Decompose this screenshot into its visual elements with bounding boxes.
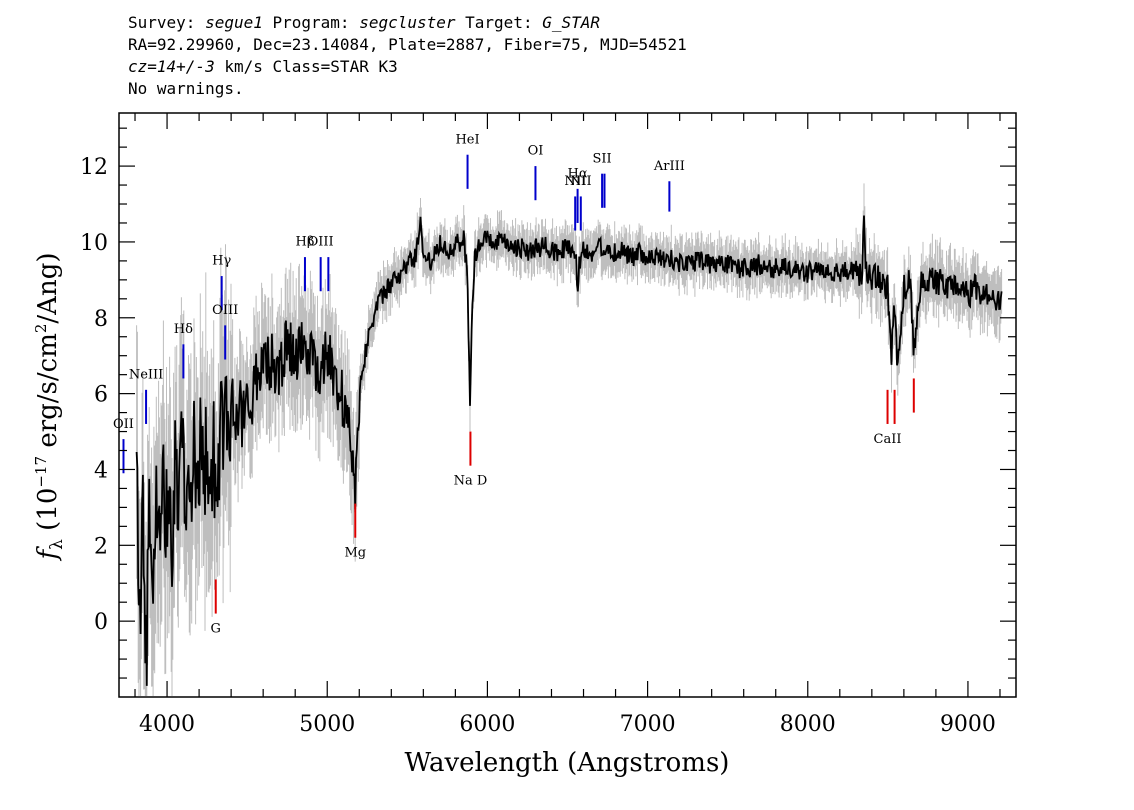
y-tick-label: 6	[94, 383, 108, 408]
x-tick-label: 5000	[299, 712, 355, 737]
absorption-line-label: Mg	[344, 546, 366, 561]
emission-line-label: Hα	[568, 166, 588, 181]
x-tick-label: 6000	[459, 712, 515, 737]
emission-line-label: OII	[113, 417, 134, 432]
y-tick-label: 4	[94, 458, 108, 483]
y-tick-label: 2	[94, 534, 108, 559]
emission-line-label: SII	[593, 151, 612, 166]
emission-line-label: OI	[528, 144, 544, 159]
spectrum-header: Survey: segue1 Program: segcluster Targe…	[128, 12, 687, 100]
redshift-value: cz=14+/-3	[128, 57, 215, 76]
emission-line-label: HeI	[455, 132, 479, 147]
y-axis-title-sub: λ	[47, 539, 67, 550]
y-tick-label: 0	[94, 610, 108, 635]
emission-line-label: NII	[564, 174, 586, 189]
y-axis-title-exp2: 2	[32, 324, 50, 334]
program-label: Program:	[262, 13, 360, 32]
y-axis-title-exp: −17	[32, 456, 50, 488]
header-redshift-line: cz=14+/-3 km/s Class=STAR K3	[128, 56, 687, 78]
y-axis-title-close: /Ang)	[33, 253, 63, 324]
survey-value: segue1	[205, 13, 263, 32]
spectrum-line	[135, 215, 1003, 686]
absorption-line-label: G	[211, 622, 221, 637]
x-axis-title: Wavelength (Angstroms)	[405, 748, 730, 778]
spectrum-layer	[135, 215, 1003, 686]
class-value: km/s Class=STAR K3	[214, 57, 398, 76]
header-survey-line: Survey: segue1 Program: segcluster Targe…	[128, 12, 687, 34]
line-markers: OIINeIIIHδHγOIIIHβOIIIHeIOINIIHαNIISIIAr…	[113, 132, 915, 637]
target-value: G_STAR	[542, 13, 601, 32]
emission-line-label: NII	[570, 174, 592, 189]
plot-frame	[118, 112, 1017, 698]
absorption-line-label: CaII	[874, 432, 902, 447]
emission-line-label: Hδ	[174, 322, 193, 337]
emission-line-label: OIII	[212, 303, 238, 318]
header-coordinates-line: RA=92.29960, Dec=23.14084, Plate=2887, F…	[128, 35, 687, 54]
y-axis-title: fλ (10−17 erg/s/cm2/Ang)	[32, 253, 67, 562]
error-band	[136, 183, 1003, 696]
error-band-path	[136, 183, 1003, 696]
y-tick-label: 8	[94, 307, 108, 332]
y-tick-label: 10	[80, 231, 108, 256]
y-axis-title-mid: erg/s/cm	[33, 333, 63, 456]
absorption-line-label: Na D	[454, 474, 488, 489]
target-label: Target:	[455, 13, 543, 32]
plot-axes	[118, 112, 1017, 698]
x-tick-label: 8000	[780, 712, 836, 737]
emission-line-label: Hβ	[296, 235, 315, 250]
y-tick-label: 12	[80, 155, 108, 180]
survey-label: Survey:	[128, 13, 206, 32]
emission-line-label: ArIII	[653, 159, 685, 174]
x-tick-label: 4000	[139, 712, 195, 737]
emission-line-label: NeIII	[129, 367, 163, 382]
y-axis-title-open: (10	[33, 488, 63, 540]
header-warnings-line: No warnings.	[128, 79, 244, 98]
emission-line-label: OIII	[308, 235, 334, 250]
emission-line-label: Hγ	[212, 254, 231, 269]
program-value: segcluster	[359, 13, 456, 32]
x-tick-label: 7000	[620, 712, 676, 737]
tick-labels: 4000 5000 6000 7000 8000 9000 0 2 4 6 8 10 12	[80, 155, 996, 737]
x-tick-label: 9000	[940, 712, 996, 737]
